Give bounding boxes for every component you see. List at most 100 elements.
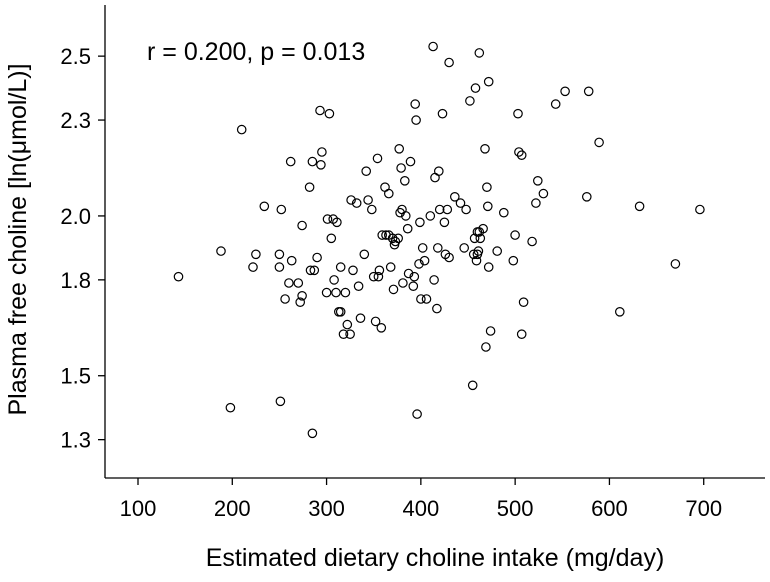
x-axis-label: Estimated dietary choline intake (mg/day…: [206, 544, 665, 572]
data-point: [400, 211, 411, 221]
data-point: [326, 233, 337, 244]
data-point: [419, 255, 430, 266]
y-tick-label: 1.3: [60, 428, 91, 453]
data-point: [474, 48, 485, 58]
data-point: [473, 246, 484, 256]
data-point: [403, 268, 414, 279]
data-point: [482, 182, 492, 192]
data-point: [437, 108, 448, 119]
data-point: [416, 294, 426, 304]
data-point: [482, 201, 493, 212]
data-point: [383, 188, 394, 199]
data-point: [498, 207, 509, 218]
data-point: [417, 243, 428, 253]
data-point: [295, 297, 305, 307]
x-tick-label: 400: [402, 496, 439, 521]
data-point: [411, 115, 421, 125]
data-point: [415, 217, 425, 228]
data-point: [470, 83, 481, 93]
data-point: [531, 198, 541, 208]
y-tick-label: 2.5: [60, 44, 91, 69]
data-point: [393, 233, 403, 244]
data-point: [280, 294, 290, 304]
data-point: [355, 313, 366, 323]
data-point: [483, 262, 494, 272]
y-tick-label: 2.3: [60, 108, 91, 133]
data-point: [538, 188, 549, 199]
data-point: [351, 198, 362, 208]
data-point: [331, 287, 341, 298]
data-point: [297, 290, 307, 301]
data-point: [459, 243, 469, 253]
data-point: [390, 236, 401, 247]
data-point: [550, 99, 561, 109]
data-point: [514, 147, 524, 157]
data-point: [348, 265, 358, 276]
data-point: [372, 153, 383, 164]
data-point: [396, 163, 406, 173]
data-point: [307, 156, 318, 167]
data-point: [307, 428, 318, 439]
data-point: [274, 262, 285, 272]
data-point: [429, 275, 439, 285]
data-point: [467, 380, 478, 391]
data-point: [368, 271, 379, 282]
data-point: [455, 198, 466, 208]
data-point: [317, 147, 327, 157]
data-point: [335, 262, 346, 272]
data-point: [373, 271, 384, 282]
data-point: [469, 233, 480, 244]
data-point: [408, 281, 419, 291]
data-point: [304, 182, 315, 192]
x-tick-label: 500: [497, 496, 534, 521]
data-point: [414, 259, 424, 269]
data-point: [583, 86, 594, 97]
data-point: [322, 214, 333, 224]
data-point: [465, 96, 475, 106]
data-point: [560, 86, 570, 97]
data-point: [297, 220, 307, 231]
data-point: [342, 319, 353, 330]
data-point: [439, 217, 450, 228]
data-point: [485, 326, 496, 336]
data-point: [335, 306, 346, 317]
data-point: [225, 402, 236, 413]
data-point: [492, 246, 502, 256]
data-point: [312, 252, 322, 263]
data-point: [614, 306, 625, 317]
data-point: [432, 243, 443, 253]
data-point: [394, 144, 404, 154]
data-point: [274, 249, 285, 260]
data-point: [338, 329, 349, 339]
data-point: [510, 230, 520, 240]
data-point: [532, 176, 543, 186]
data-point: [251, 249, 261, 260]
data-point: [410, 99, 420, 109]
data-point: [353, 281, 364, 291]
data-point: [695, 204, 705, 215]
data-point: [345, 329, 355, 339]
axes: [104, 5, 765, 479]
data-point: [385, 262, 396, 272]
data-point: [433, 166, 444, 176]
data-point: [388, 284, 399, 295]
data-point: [527, 236, 537, 247]
x-tick-label: 600: [591, 496, 628, 521]
data-point: [321, 287, 332, 298]
data-point: [216, 246, 226, 256]
data-point: [508, 255, 519, 266]
data-point: [434, 204, 445, 215]
x-tick-label: 200: [214, 496, 251, 521]
data-point: [173, 271, 184, 282]
data-point: [275, 396, 286, 407]
data-point: [361, 166, 371, 176]
data-point: [329, 275, 339, 285]
y-axis-label: Plasma free choline [ln(μmol/L)]: [4, 63, 32, 415]
data-point: [374, 265, 385, 276]
data-point: [581, 192, 592, 202]
data-point: [248, 262, 258, 272]
data-point: [430, 172, 440, 183]
data-point: [293, 278, 304, 288]
data-point: [316, 160, 326, 170]
data-points: [173, 41, 705, 439]
